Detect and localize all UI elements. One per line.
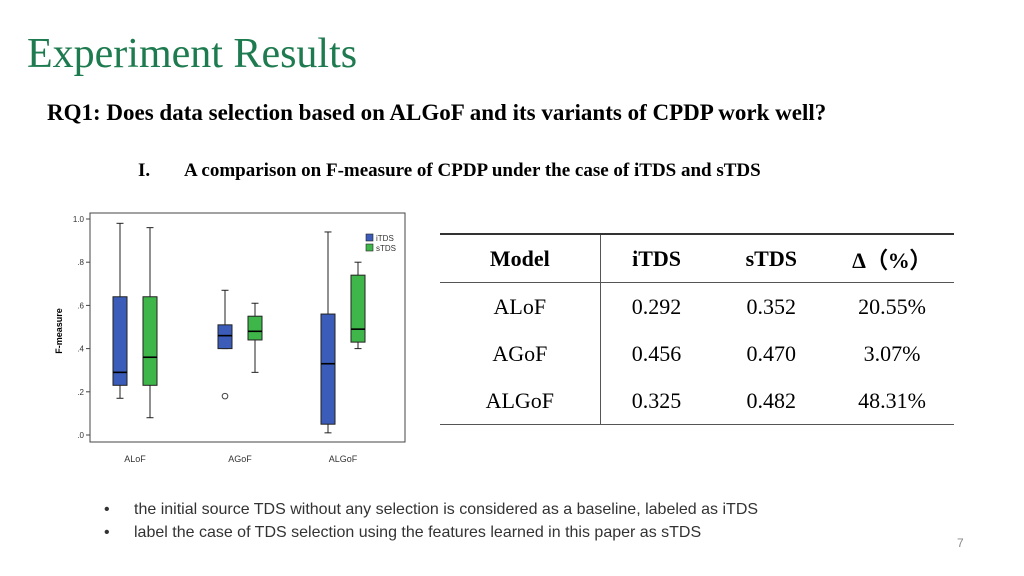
- cell-delta: 20.55%: [858, 293, 926, 319]
- cell-delta: 3.07%: [863, 340, 921, 366]
- cell-delta: 48.31%: [858, 387, 926, 413]
- legend-label: sTDS: [376, 244, 396, 253]
- cell-stds: 0.482: [746, 387, 797, 413]
- slide-title: Experiment Results: [27, 31, 358, 77]
- cell-model: ALoF: [440, 282, 601, 330]
- y-tick-label: .6: [77, 301, 84, 310]
- box-itds: [217, 324, 233, 350]
- cell-stds: 0.352: [746, 293, 797, 319]
- page-number: 7: [957, 536, 964, 550]
- note-text: the initial source TDS without any selec…: [134, 501, 759, 518]
- box-stds: [142, 296, 158, 386]
- legend-swatch: [365, 233, 374, 242]
- y-tick-label: .8: [77, 258, 84, 267]
- box-itds: [112, 296, 128, 386]
- x-tick-label: AGoF: [228, 454, 252, 464]
- y-tick-label: .4: [77, 345, 84, 354]
- legend-swatch: [365, 243, 374, 252]
- comparison-table: Model iTDS sTDS ∆（%） ALoF 0.292 0.352 20…: [440, 233, 954, 425]
- table-row: ALGoF 0.325 0.482 48.31%: [440, 377, 954, 425]
- table-header-row: Model iTDS sTDS ∆（%）: [440, 234, 954, 283]
- x-tick-label: ALoF: [124, 454, 146, 464]
- boxplot-chart: .0 .2 .4 .6 .8 1.0 F-measure ALoF AGoF ALGoF iTDSs…: [54, 212, 406, 464]
- box-stds: [350, 274, 366, 343]
- research-question: RQ1: Does data selection based on ALGoF …: [47, 100, 827, 125]
- section-heading: I. A comparison on F-measure of CPDP unde…: [138, 160, 761, 182]
- table-row: AGoF 0.456 0.470 3.07%: [440, 330, 954, 377]
- box-itds: [320, 313, 336, 425]
- y-axis-label: F-measure: [54, 308, 64, 354]
- cell-model: AGoF: [440, 330, 601, 377]
- x-tick-label: ALGoF: [329, 454, 358, 464]
- list-item: • label the case of TDS selection using t…: [104, 521, 758, 544]
- y-tick-label: .2: [77, 388, 84, 397]
- outlier-point: [221, 392, 229, 400]
- header-model: Model: [440, 234, 601, 283]
- bullet-marker: •: [104, 501, 110, 518]
- header-stds: sTDS: [745, 245, 797, 271]
- header-delta: ∆（%）: [852, 247, 932, 273]
- cell-itds: 0.325: [631, 387, 682, 413]
- box-stds: [247, 315, 263, 341]
- cell-itds: 0.456: [631, 340, 682, 366]
- y-tick-label: .0: [77, 431, 84, 440]
- notes-list: • the initial source TDS without any sele…: [104, 498, 758, 544]
- cell-stds: 0.470: [746, 340, 797, 366]
- bullet-marker: •: [104, 524, 110, 541]
- y-tick-label: 1.0: [73, 215, 85, 224]
- note-text: label the case of TDS selection using th…: [134, 524, 702, 541]
- header-itds: iTDS: [632, 245, 681, 271]
- table-row: ALoF 0.292 0.352 20.55%: [440, 282, 954, 330]
- section-text: A comparison on F-measure of CPDP under …: [184, 160, 761, 181]
- list-item: • the initial source TDS without any sele…: [104, 498, 758, 521]
- section-number: I.: [138, 160, 151, 181]
- legend-label: iTDS: [376, 234, 394, 243]
- cell-model: ALGoF: [440, 377, 601, 425]
- cell-itds: 0.292: [631, 293, 682, 319]
